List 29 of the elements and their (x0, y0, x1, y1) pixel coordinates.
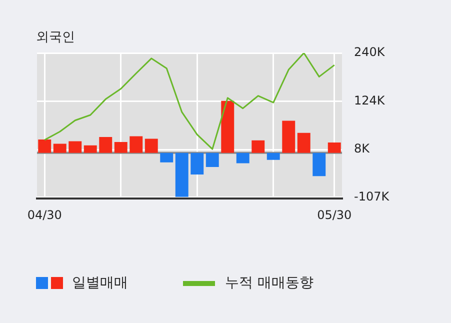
bar (68, 141, 82, 153)
legend-label: 일별매매 (72, 274, 128, 292)
bar (206, 152, 219, 167)
x-tick-label: 05/30 (317, 208, 352, 222)
y-tick-label: 124K (354, 93, 386, 108)
bar (221, 100, 234, 153)
bar (53, 144, 66, 153)
bar (328, 142, 341, 153)
bar (38, 140, 52, 153)
bar (282, 120, 296, 153)
y-tick-label: 8K (354, 142, 371, 156)
bar (160, 152, 174, 162)
x-tick-label: 04/30 (27, 208, 62, 222)
bar (297, 132, 310, 153)
bar (175, 152, 188, 197)
bar (130, 136, 143, 153)
bar (114, 142, 128, 153)
bar (84, 145, 97, 153)
bar (190, 152, 204, 174)
bar (144, 138, 158, 153)
bar (312, 152, 326, 176)
bar (266, 152, 280, 160)
legend-label: 누적 매매동향 (225, 274, 314, 292)
bar (99, 137, 112, 153)
y-tick-label: 240K (354, 45, 386, 60)
chart-title: 외국인 (36, 29, 75, 46)
bar (252, 140, 265, 153)
y-tick-label: -107K (354, 189, 390, 204)
bar (236, 152, 250, 164)
